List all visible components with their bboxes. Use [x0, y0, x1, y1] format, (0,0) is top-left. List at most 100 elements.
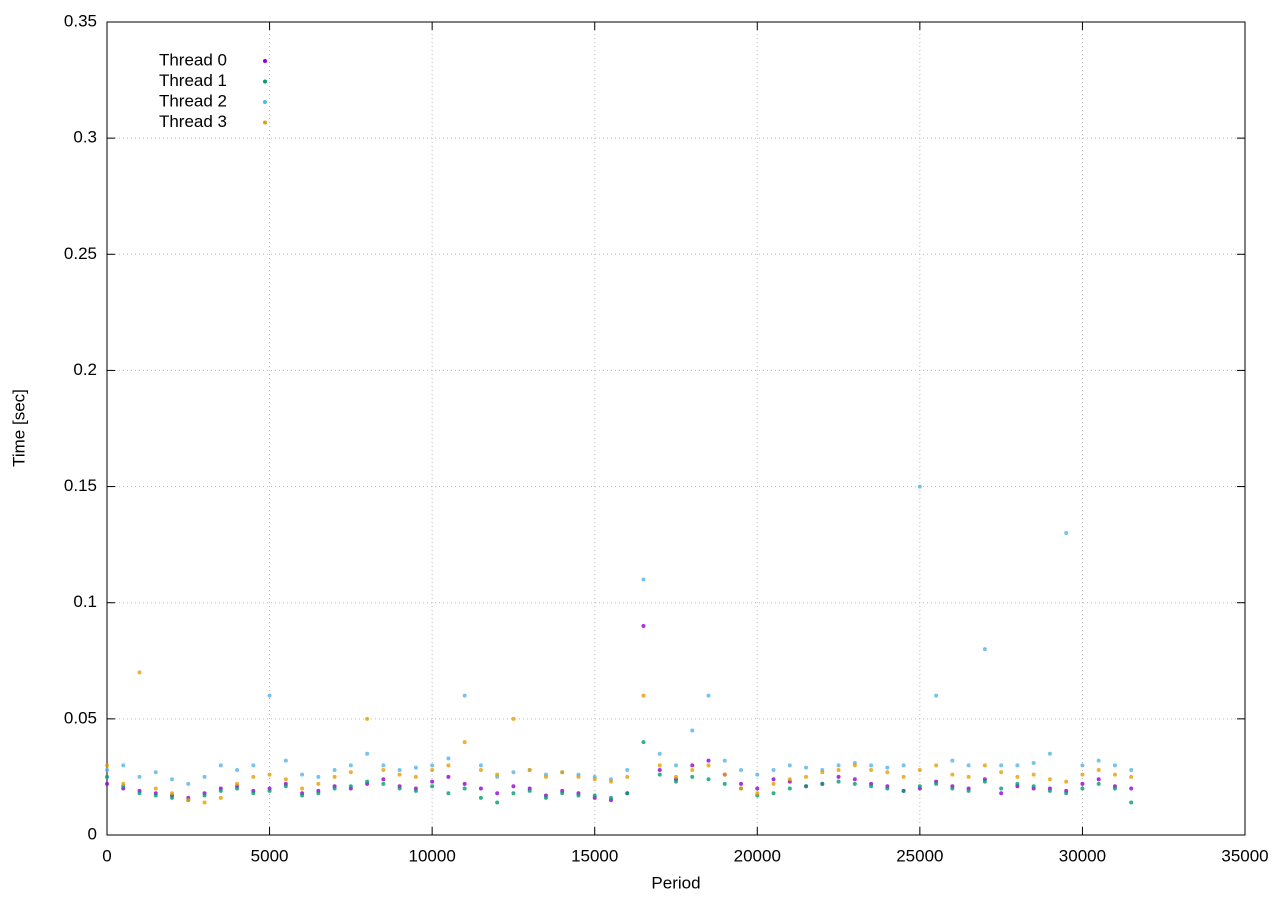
- point: [543, 795, 548, 800]
- point: [950, 758, 955, 763]
- point: [332, 786, 337, 791]
- point: [478, 795, 483, 800]
- point: [625, 791, 630, 796]
- point: [170, 795, 175, 800]
- point: [105, 781, 109, 786]
- point: [901, 774, 906, 779]
- point: [1129, 774, 1134, 779]
- point: [1129, 800, 1134, 805]
- point: [804, 784, 809, 789]
- point: [755, 791, 760, 796]
- point: [869, 767, 874, 772]
- point: [202, 800, 207, 805]
- point: [446, 774, 451, 779]
- point: [722, 781, 727, 786]
- point: [1047, 777, 1052, 782]
- point: [706, 758, 711, 763]
- point: [657, 751, 662, 756]
- point: [413, 765, 418, 770]
- point: [560, 770, 565, 775]
- point: [186, 781, 191, 786]
- legend-label: Thread 3: [159, 112, 227, 131]
- point: [934, 693, 939, 698]
- point: [397, 767, 402, 772]
- point: [674, 774, 678, 779]
- point: [1129, 786, 1134, 791]
- point: [999, 786, 1004, 791]
- point: [186, 798, 191, 803]
- point: [235, 786, 240, 791]
- x-tick-label: 0: [102, 846, 111, 865]
- point: [852, 777, 857, 782]
- x-tick-label: 20000: [734, 846, 781, 865]
- point: [901, 763, 906, 768]
- point: [966, 788, 971, 793]
- point: [397, 772, 402, 777]
- point: [787, 786, 792, 791]
- point: [348, 784, 353, 789]
- point: [739, 767, 744, 772]
- point: [1096, 781, 1101, 786]
- x-tick-label: 10000: [409, 846, 456, 865]
- point: [706, 777, 711, 782]
- point: [348, 770, 353, 775]
- point: [690, 763, 695, 768]
- point: [657, 767, 662, 772]
- point: [804, 774, 809, 779]
- y-tick-label: 0.35: [64, 11, 97, 30]
- point: [1031, 784, 1036, 789]
- legend-marker: [263, 79, 267, 84]
- point: [381, 777, 386, 782]
- point: [706, 693, 711, 698]
- point: [641, 577, 646, 582]
- point: [105, 774, 109, 779]
- point: [332, 767, 337, 772]
- point: [852, 781, 857, 786]
- x-axis-label: Period: [651, 873, 700, 892]
- point: [901, 788, 906, 793]
- point: [885, 786, 890, 791]
- y-axis-label: Time [sec]: [9, 389, 28, 467]
- y-tick-label: 0.05: [64, 708, 97, 727]
- point: [478, 786, 483, 791]
- point: [430, 767, 435, 772]
- point: [982, 647, 987, 652]
- point: [397, 786, 402, 791]
- point: [300, 786, 305, 791]
- point: [869, 763, 874, 768]
- point: [365, 716, 370, 721]
- point: [917, 784, 922, 789]
- point: [1096, 758, 1101, 763]
- point: [657, 772, 662, 777]
- point: [1080, 772, 1085, 777]
- point: [722, 758, 727, 763]
- point: [1096, 767, 1101, 772]
- point: [316, 791, 321, 796]
- point: [950, 786, 955, 791]
- point: [202, 793, 207, 798]
- point: [820, 770, 825, 775]
- point: [511, 770, 516, 775]
- plot-frame: [106, 21, 1246, 836]
- point: [462, 781, 467, 786]
- point: [478, 763, 483, 768]
- point: [1031, 772, 1036, 777]
- point: [300, 793, 305, 798]
- point: [625, 767, 630, 772]
- x-tick-label: 5000: [251, 846, 289, 865]
- point: [121, 763, 126, 768]
- point: [1047, 788, 1052, 793]
- x-tick-label: 35000: [1221, 846, 1268, 865]
- point: [592, 793, 597, 798]
- point: [446, 791, 451, 796]
- point: [153, 770, 158, 775]
- point: [170, 791, 175, 796]
- point: [982, 763, 987, 768]
- point: [771, 791, 776, 796]
- point: [121, 781, 126, 786]
- point: [1047, 751, 1052, 756]
- point: [739, 781, 744, 786]
- point: [820, 781, 825, 786]
- point: [218, 795, 223, 800]
